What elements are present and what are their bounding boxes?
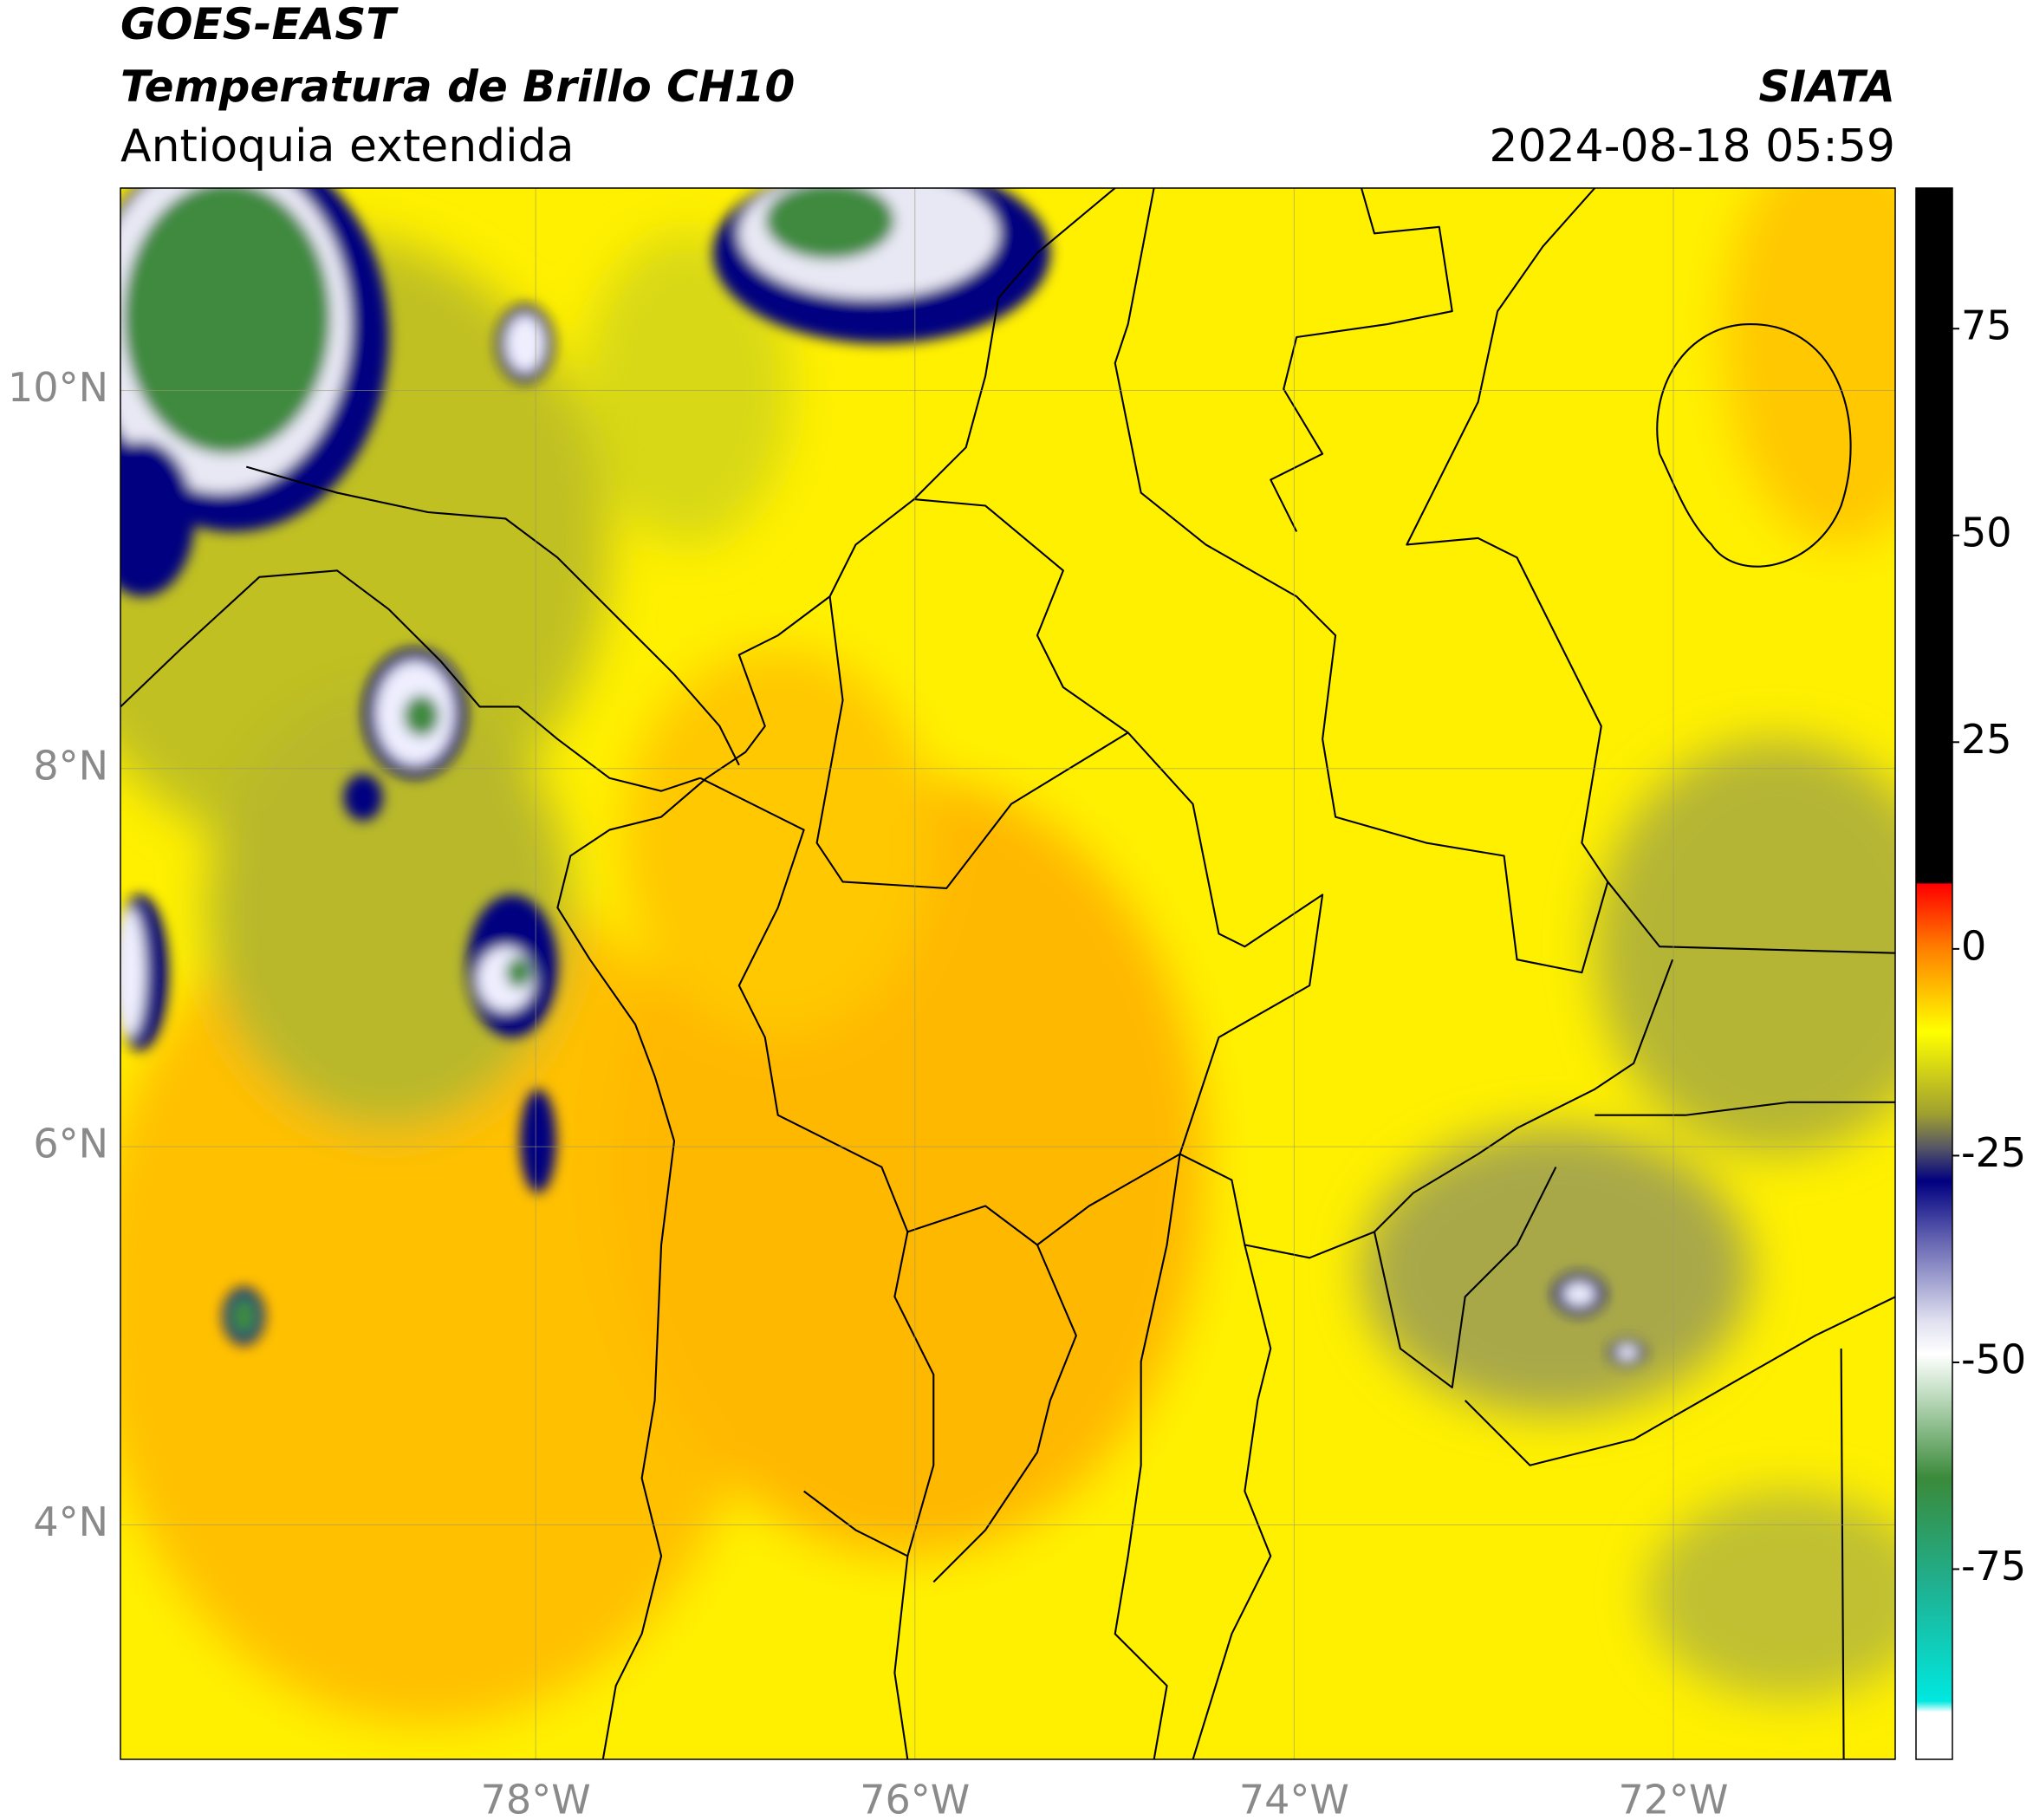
colorbar-tick-label: -75 <box>1961 1543 2026 1589</box>
y-tick-label: 6°N <box>33 1121 108 1167</box>
x-tick-label: 78°W <box>481 1777 591 1820</box>
borders <box>120 188 1895 1759</box>
colorbar-tick-label: -25 <box>1961 1129 2026 1176</box>
x-tick-label: 76°W <box>860 1777 970 1820</box>
y-tick-label: 8°N <box>33 742 108 789</box>
y-tick-label: 4°N <box>33 1498 108 1545</box>
title: GOES-EAST <box>120 0 399 49</box>
y-tick-label: 10°N <box>8 364 108 411</box>
datetime: 2024-08-18 05:59 <box>1489 120 1895 172</box>
colorbar-tick-label: 75 <box>1961 302 2012 349</box>
colorbar-tick-label: 0 <box>1961 922 1986 969</box>
map-image <box>120 188 1895 1759</box>
x-tick-label: 72°W <box>1618 1777 1728 1820</box>
colorbar-tick-label: 50 <box>1961 509 2012 556</box>
colorbar <box>1915 187 1953 1760</box>
colorbar-tick-label: -50 <box>1961 1336 2026 1382</box>
region: Antioquia extendida <box>120 120 575 172</box>
source: SIATA <box>1759 62 1895 112</box>
colorbar-tick-label: 25 <box>1961 716 2012 763</box>
graticule <box>120 188 1895 1759</box>
x-tick-label: 74°W <box>1239 1777 1349 1820</box>
subtitle: Temperatura de Brillo CH10 <box>120 62 795 112</box>
map-frame <box>120 187 1896 1760</box>
